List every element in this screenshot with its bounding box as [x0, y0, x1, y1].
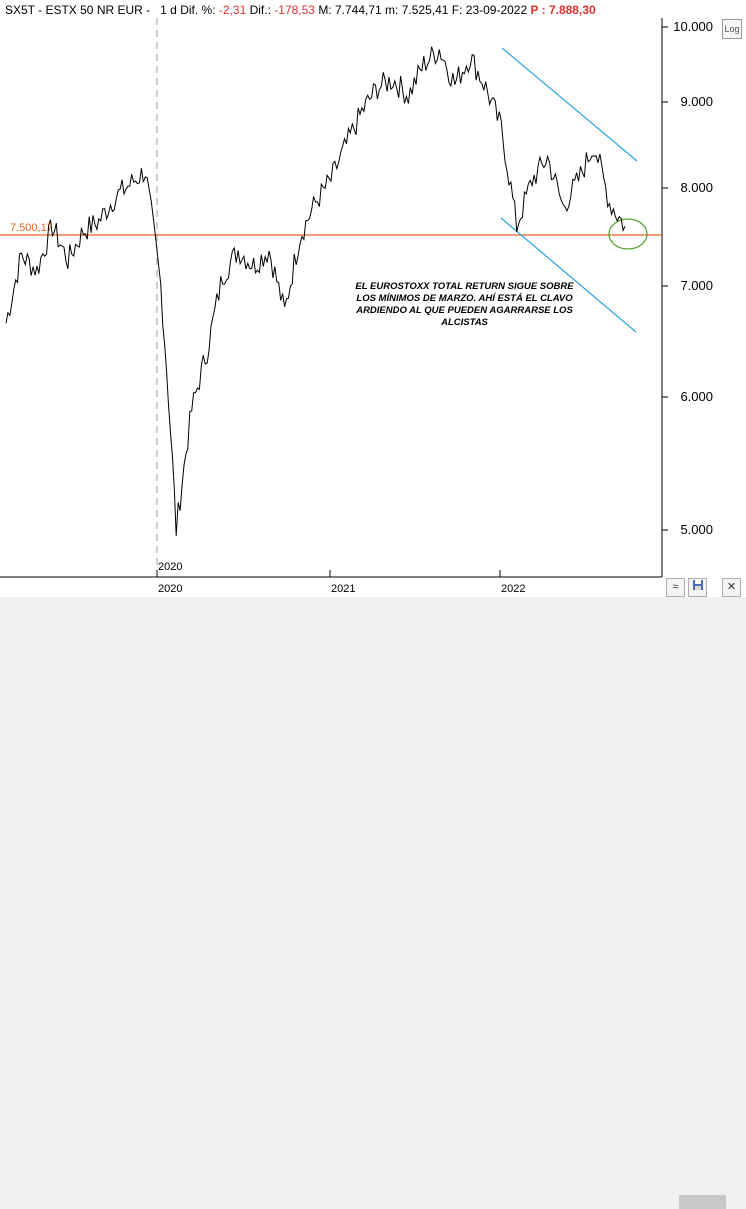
price-label: P : 7.888,30 [530, 3, 596, 17]
y-tick-label: 5.000 [680, 522, 713, 537]
y-tick-label: 8.000 [680, 180, 713, 195]
dif-value: -178,53 [274, 3, 315, 17]
close-icon: ✕ [726, 581, 737, 593]
x-tick-label: 2020 [158, 583, 183, 595]
log-scale-icon: Log [724, 24, 740, 34]
chart-annotation: EL EUROSTOXX TOTAL RETURN SIGUE SOBRE LO… [355, 281, 574, 328]
y-tick-label: 9.000 [680, 94, 713, 109]
date-cursor-label: 2020 [158, 561, 183, 573]
min-label: m: 7.525,41 [385, 3, 449, 17]
max-label: M: 7.744,71 [318, 3, 382, 17]
dif-pct-value: -2,31 [218, 3, 247, 17]
symbol-label: SX5T - ESTX 50 NR EUR - [5, 3, 151, 17]
indicator-button[interactable]: ≈ [666, 578, 685, 597]
period-label: 1 d [160, 3, 177, 17]
close-button[interactable]: ✕ [722, 578, 741, 597]
price-series [5, 46, 626, 536]
save-icon [692, 580, 703, 590]
x-tick-label: 2021 [331, 583, 356, 595]
channel-upper-line [501, 47, 638, 162]
date-label: F: 23-09-2022 [451, 3, 528, 17]
y-tick-label: 6.000 [680, 389, 713, 404]
chart-header: SX5T - ESTX 50 NR EUR - 1 d Dif. %: -2,3… [0, 0, 665, 20]
y-tick-label: 10.000 [673, 19, 713, 34]
channel-lower-line [500, 217, 637, 333]
scrollbar-thumb[interactable] [679, 1195, 726, 1209]
save-button[interactable] [688, 578, 707, 597]
dif-pct-label: Dif. %: [180, 3, 216, 17]
support-level-label: 7.500,17 [10, 222, 53, 234]
horizontal-scrollbar[interactable] [0, 597, 746, 1209]
y-tick-label: 7.000 [680, 278, 713, 293]
dif-label: Dif.: [249, 3, 271, 17]
highlight-circle [608, 218, 648, 250]
price-chart[interactable] [0, 0, 746, 615]
x-tick-label: 2022 [501, 583, 526, 595]
price-series-line [5, 46, 626, 536]
waveform-icon: ≈ [672, 581, 679, 593]
log-scale-button[interactable]: Log [722, 19, 742, 39]
